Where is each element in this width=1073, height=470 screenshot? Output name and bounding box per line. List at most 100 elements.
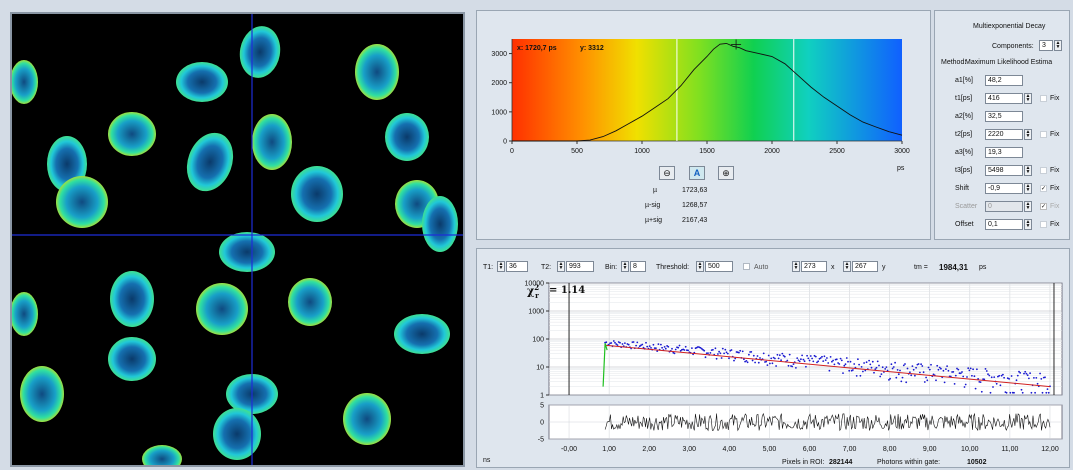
zoom-in-button[interactable]: ⊕ [718,166,734,180]
t2-spinner[interactable]: ▲ ▼ [557,261,565,272]
param-input[interactable]: 2220 [985,129,1023,140]
decay-data-point [1023,372,1025,375]
decay-y-tick-label: 1000 [528,309,544,316]
decay-data-point [1046,388,1049,390]
decay-data-point [912,368,915,371]
param-input[interactable]: -0,9 [985,183,1023,194]
stat-mu-value: 1723,63 [682,187,708,194]
decay-data-point [923,381,926,383]
decay-data-point [813,354,816,357]
components-spinner[interactable]: ▲ ▼ [1054,40,1062,51]
auto-scale-button[interactable]: A [689,166,705,180]
param-spinner[interactable]: ▲ ▼ [1024,183,1032,194]
decay-data-point [847,360,849,363]
decay-data-point [762,352,765,355]
decay-data-point [699,346,702,349]
flim-image-panel[interactable] [10,12,465,467]
decay-data-point [888,379,890,381]
param-input[interactable]: 19,3 [985,147,1023,158]
x-input[interactable]: 273 [801,261,827,272]
decay-data-point [612,340,615,342]
histogram-y-tick-label: 1000 [491,109,507,116]
decay-data-point [876,360,879,363]
decay-data-point [726,352,729,355]
decay-data-point [724,348,727,351]
param-input[interactable]: 0,1 [985,219,1023,230]
histogram-x-tick-label: 500 [571,148,583,155]
decay-data-point [781,352,784,355]
decay-data-point [797,359,800,362]
param-spinner[interactable]: ▲ ▼ [1024,129,1032,140]
t2-input[interactable]: 993 [566,261,594,272]
decay-data-point [610,342,613,344]
decay-data-point [617,341,620,343]
components-select[interactable]: 3 [1039,40,1053,51]
threshold-spinner[interactable]: ▲ ▼ [696,261,704,272]
decay-data-point [995,382,998,385]
param-input[interactable]: 48,2 [985,75,1023,86]
decay-data-point [767,354,770,357]
decay-data-point [678,344,681,347]
decay-data-point [714,347,717,350]
fit-parameters-panel: Multiexponential Decay Components: 3 ▲ ▼ … [934,10,1070,240]
param-spinner[interactable]: ▲ ▼ [1024,93,1032,104]
flim-image[interactable] [12,14,463,465]
fix-checkbox[interactable] [1040,167,1047,174]
decay-curve-panel: T1: ▲ ▼ 36 T2: ▲ ▼ 993 Bin: ▲ ▼ 8 Threshold… [476,248,1070,468]
t1-input[interactable]: 36 [506,261,528,272]
decay-curve-plot[interactable]: 1 10 100 1000 10000 5 0 -5 -0,00 1,00 2,00 3,00 4,0… [477,277,1071,463]
param-spinner[interactable]: ▲ ▼ [1024,165,1032,176]
fix-checkbox[interactable]: ✓ [1040,185,1047,192]
decay-data-point [989,391,992,394]
decay-data-point [788,353,791,356]
decay-data-point [901,376,904,379]
decay-data-point [852,369,854,371]
fix-checkbox[interactable] [1040,221,1047,228]
threshold-input[interactable]: 500 [705,261,733,272]
decay-data-point [808,359,811,362]
decay-data-point [910,374,913,377]
histogram-x-tick-label: 2000 [764,148,780,155]
decay-data-point [875,366,878,369]
decay-data-point [814,355,817,358]
decay-data-point [881,366,884,369]
fix-checkbox[interactable] [1040,131,1047,138]
x-spinner[interactable]: ▲ ▼ [792,261,800,272]
decay-data-point [656,350,659,352]
method-select[interactable]: Maximum Likelihood Estima [965,59,1053,66]
decay-fit-line [605,344,1051,388]
decay-data-point [728,357,730,360]
decay-data-point [849,360,852,363]
lifetime-histogram[interactable]: 0 500 1000 1500 2000 2500 3000 0 1000 2000 3000 [477,11,932,171]
bin-input[interactable]: 8 [630,261,646,272]
auto-checkbox[interactable] [743,263,750,270]
decay-data-point [786,359,789,362]
y-input[interactable]: 267 [852,261,878,272]
param-input[interactable]: 416 [985,93,1023,104]
decay-data-point [700,347,703,350]
decay-x-tick-label: 2,00 [642,446,656,453]
lifetime-histogram-panel: 0 500 1000 1500 2000 2500 3000 0 1000 2000 3000 x:… [476,10,931,240]
param-input[interactable]: 5498 [985,165,1023,176]
fix-checkbox[interactable]: ✓ [1040,203,1047,210]
decay-data-point [776,353,779,356]
decay-data-point [966,376,968,378]
decay-data-point [889,377,891,380]
decay-data-point [780,359,782,362]
param-spinner[interactable]: ▲ ▼ [1024,219,1032,230]
decay-data-point [858,363,860,366]
param-input[interactable]: 0 [985,201,1023,212]
decay-data-point [904,363,906,365]
fix-checkbox[interactable] [1040,95,1047,102]
param-input[interactable]: 32,5 [985,111,1023,122]
decay-data-point [857,358,859,361]
zoom-in-icon: ⊕ [722,168,730,178]
param-label: Offset [955,221,974,228]
t1-spinner[interactable]: ▲ ▼ [497,261,505,272]
decay-data-point [937,368,940,371]
zoom-out-button[interactable]: ⊖ [659,166,675,180]
bin-spinner[interactable]: ▲ ▼ [621,261,629,272]
param-spinner[interactable]: ▲ ▼ [1024,201,1032,212]
y-spinner[interactable]: ▲ ▼ [843,261,851,272]
decay-data-point [769,362,771,365]
